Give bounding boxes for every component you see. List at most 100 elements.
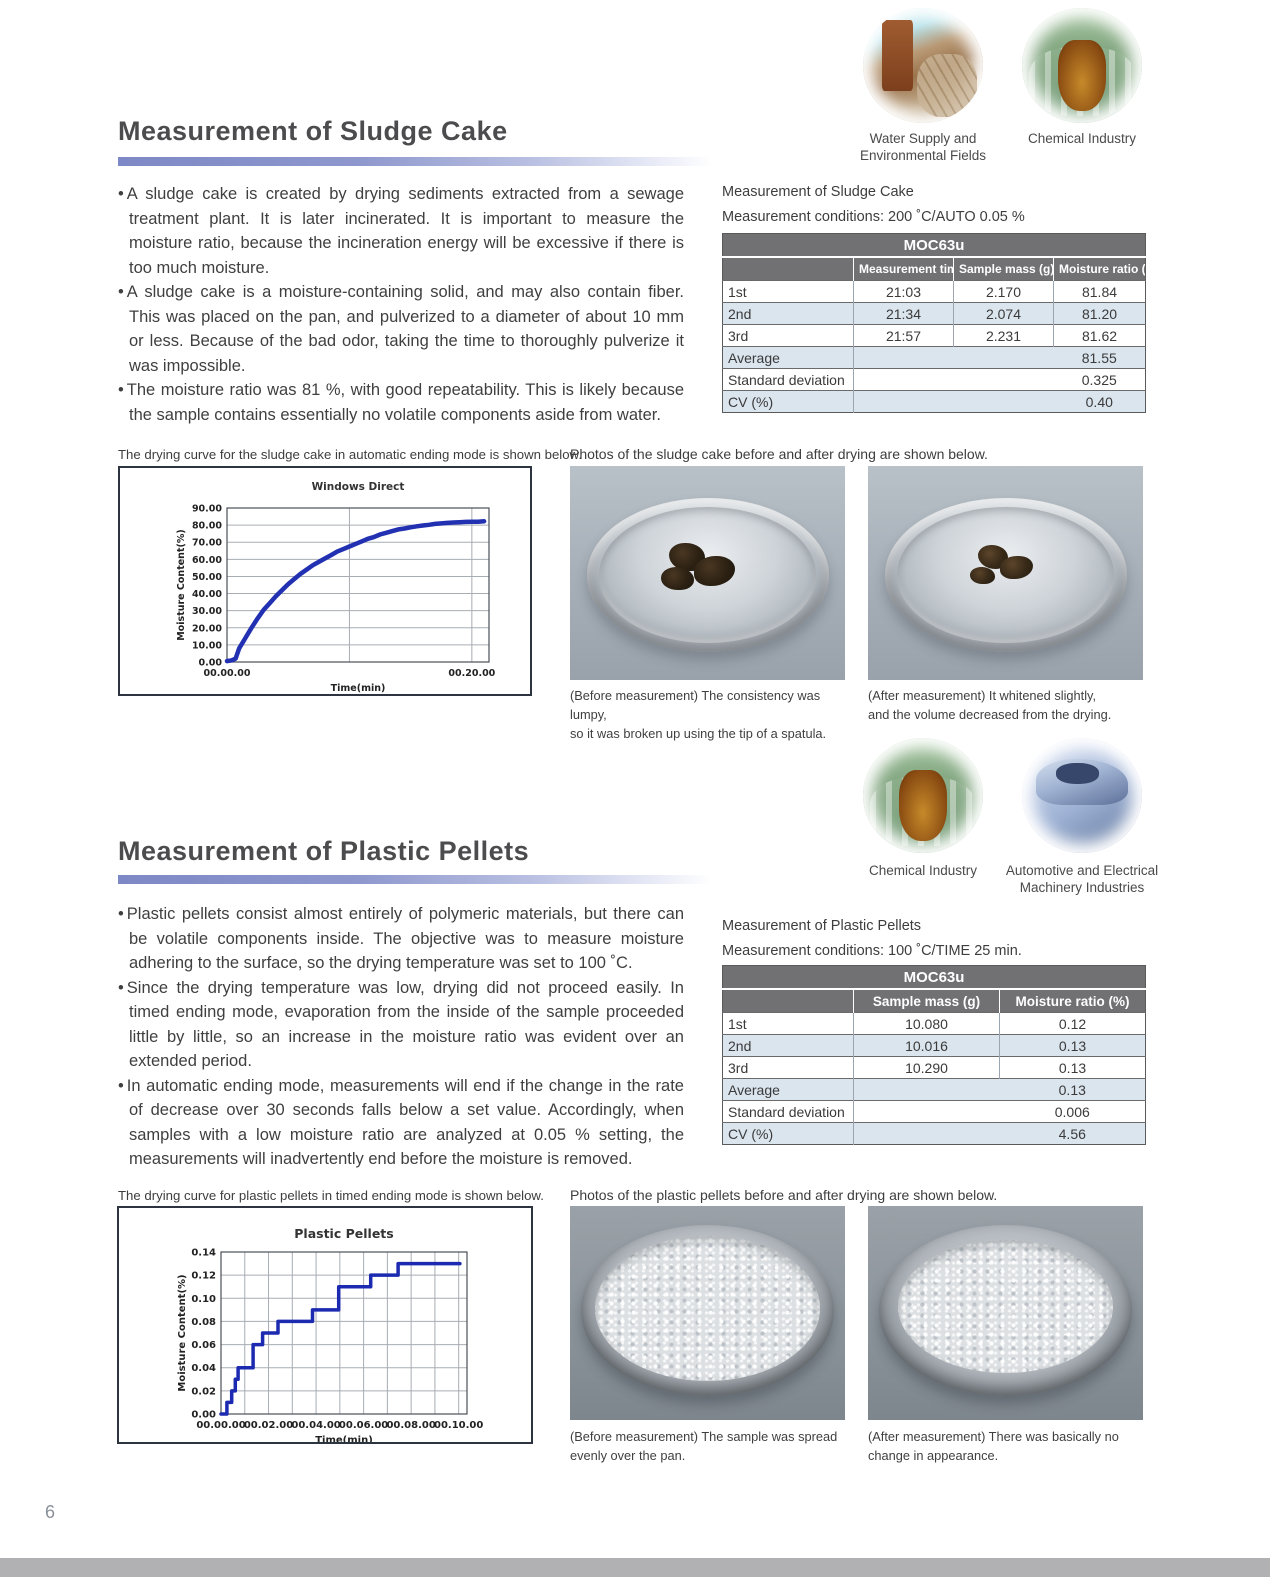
industry-photo-water-supply (863, 8, 983, 123)
section2-bullets: • Plastic pellets consist almost entirely… (118, 902, 684, 1172)
table-row: 3rd 21:57 2.231 81.62 (722, 324, 1146, 347)
industrial-tower-shape (882, 19, 914, 91)
y-tick-label: 50.00 (192, 572, 222, 583)
section2-chart-caption: The drying curve for plastic pellets in … (118, 1188, 544, 1203)
bullet-item: • Plastic pellets consist almost entirely… (118, 905, 684, 972)
y-tick-label: 60.00 (192, 555, 222, 566)
x-tick-label: 00.04.00 (291, 1420, 340, 1431)
table-row: 1st 21:03 2.170 81.84 (722, 280, 1146, 303)
section1-table-conditions: Measurement conditions: 200 ˚C/AUTO 0.05… (722, 209, 1025, 225)
table-row: 2nd 21:34 2.074 81.20 (722, 302, 1146, 325)
photo-sludge-after (868, 466, 1143, 680)
y-tick-label: 80.00 (192, 521, 222, 532)
table-summary-row: Average 81.55 (722, 346, 1146, 369)
y-tick-label: 20.00 (192, 623, 222, 634)
plot-border (220, 1251, 468, 1415)
y-tick-label: 0.00 (199, 658, 223, 669)
sludge-lump (660, 566, 694, 591)
industry-label-automotive: Automotive and Electrical Machinery Indus… (1005, 863, 1159, 895)
y-tick-label: 0.08 (191, 1317, 216, 1328)
y-tick-label: 90.00 (192, 504, 222, 515)
industry-photo-chemical-2 (863, 738, 983, 853)
table-column-headers: Sample mass (g) Moisture ratio (%) (722, 989, 1146, 1013)
table-row: 1st 10.080 0.12 (722, 1012, 1146, 1035)
chart-title: Windows Direct (312, 481, 405, 493)
industry-photo-chemical (1022, 8, 1142, 123)
industry-label-water-supply: Water Supply and Environmental Fields (859, 131, 987, 163)
industry-label-chemical-2: Chemical Industry (868, 863, 978, 878)
industry-label-chemical: Chemical Industry (1027, 131, 1137, 146)
section2-photos-caption: Photos of the plastic pellets before and… (570, 1187, 998, 1203)
x-axis-label: Time(min) (315, 1435, 373, 1442)
table-summary-row: CV (%) 4.56 (722, 1122, 1146, 1145)
section1-bullets: • A sludge cake is created by drying sedi… (118, 182, 684, 427)
section1-photos-caption: Photos of the sludge cake before and aft… (570, 446, 988, 462)
industry-photo-automotive (1022, 738, 1142, 853)
table-column-headers: Measurement timeSample mass (g)Moisture … (722, 257, 1146, 281)
y-tick-label: 10.00 (192, 640, 222, 651)
data-series-moisture-content (224, 519, 487, 664)
sludge-lump (1000, 555, 1033, 580)
drying-curve-chart-pellets-svg: 0.00 0.02 0.04 0.06 0.08 0.10 0.12 0.14 00.00.00… (177, 1226, 483, 1446)
sludge-lump (693, 555, 735, 586)
data-series-moisture-content (219, 1261, 462, 1416)
section1-table-intro-title: Measurement of Sludge Cake (722, 184, 914, 200)
section2-table-intro-title: Measurement of Plastic Pellets (722, 918, 922, 934)
results-table-plastic-pellets: MOC63u Sample mass (g) Moisture ratio (%) 1… (722, 965, 1147, 1145)
x-tick-label: 00.06.00 (339, 1420, 388, 1431)
section2-table-conditions: Measurement conditions: 100 ˚C/TIME 25 m… (722, 943, 1022, 959)
plastic-pellets-fill (594, 1235, 821, 1382)
y-tick-label: 70.00 (192, 538, 222, 549)
y-tick-label: 0.14 (191, 1248, 216, 1259)
plastic-pellets-fill (898, 1240, 1113, 1373)
x-tick-label: 00.10.00 (434, 1420, 483, 1431)
bullet-item: • A sludge cake is created by drying sedi… (118, 185, 684, 277)
table-model-header: MOC63u (722, 233, 1146, 258)
caption-sludge-before: (Before measurement) The consistency was… (570, 688, 827, 741)
caption-pellets-before: (Before measurement) The sample was spre… (570, 1429, 838, 1463)
photo-sludge-before (570, 466, 845, 680)
page-number: 6 (45, 1502, 56, 1522)
y-tick-label: 0.12 (191, 1271, 216, 1282)
table-summary-row: Standard deviation 0.325 (722, 368, 1146, 391)
caption-sludge-after: (After measurement) It whitened slightly… (868, 688, 1112, 722)
caption-pellets-after: (After measurement) There was basically … (868, 1429, 1119, 1463)
bullet-item: • Since the drying temperature was low, d… (118, 978, 684, 1071)
bullet-item: • The moisture ratio was 81 %, with good … (118, 381, 684, 424)
y-tick-label: 0.00 (191, 1410, 216, 1421)
cracked-earth-shape (917, 54, 977, 118)
y-tick-label: 30.00 (192, 606, 222, 617)
bullet-item: • A sludge cake is a moisture-containing … (118, 283, 684, 375)
drying-curve-chart-pellets: 0.00 0.02 0.04 0.06 0.08 0.10 0.12 0.14 00.00.00… (117, 1206, 533, 1446)
car-windshield-shape (1055, 763, 1099, 784)
y-tick-label: 0.02 (191, 1386, 216, 1397)
drying-curve-chart-sludge-svg: 0.00 10.00 20.00 30.00 40.00 50.00 60.00 70.00 8… (176, 481, 496, 694)
section2-title: Measurement of Plastic Pellets (118, 836, 530, 866)
bullet-item: • In automatic ending mode, measurements … (118, 1076, 684, 1169)
section1-title: Measurement of Sludge Cake (118, 116, 508, 146)
section1-underline (118, 157, 712, 166)
y-tick-label: 40.00 (192, 589, 222, 600)
y-tick-label: 0.10 (191, 1294, 216, 1305)
table-summary-row: CV (%) 0.40 (722, 390, 1146, 413)
chart-title: Plastic Pellets (294, 1226, 393, 1241)
photo-pellets-after (868, 1206, 1143, 1420)
plot-border (226, 507, 490, 663)
y-axis-label: Moisture Content(%) (176, 529, 187, 640)
footer-bar (0, 1558, 1270, 1577)
photo-pellets-before (570, 1206, 845, 1420)
y-tick-label: 0.06 (191, 1340, 216, 1351)
x-tick-label: 00.02.00 (244, 1420, 293, 1431)
y-axis-label: Moisture Content(%) (177, 1274, 188, 1391)
x-tick-label: 00.08.00 (386, 1420, 435, 1431)
table-row: 3rd 10.290 0.13 (722, 1056, 1146, 1079)
section2-underline (118, 875, 712, 884)
flask-shape (1058, 40, 1106, 112)
table-model-header: MOC63u (722, 965, 1146, 990)
flask-shape (899, 770, 947, 842)
drying-curve-chart-sludge: 0.00 10.00 20.00 30.00 40.00 50.00 60.00 70.00 8… (118, 466, 532, 696)
x-tick-label: 00.20.00 (448, 668, 495, 679)
x-tick-label: 00.00.00 (196, 1420, 245, 1431)
section1-chart-caption: The drying curve for the sludge cake in … (118, 447, 583, 462)
